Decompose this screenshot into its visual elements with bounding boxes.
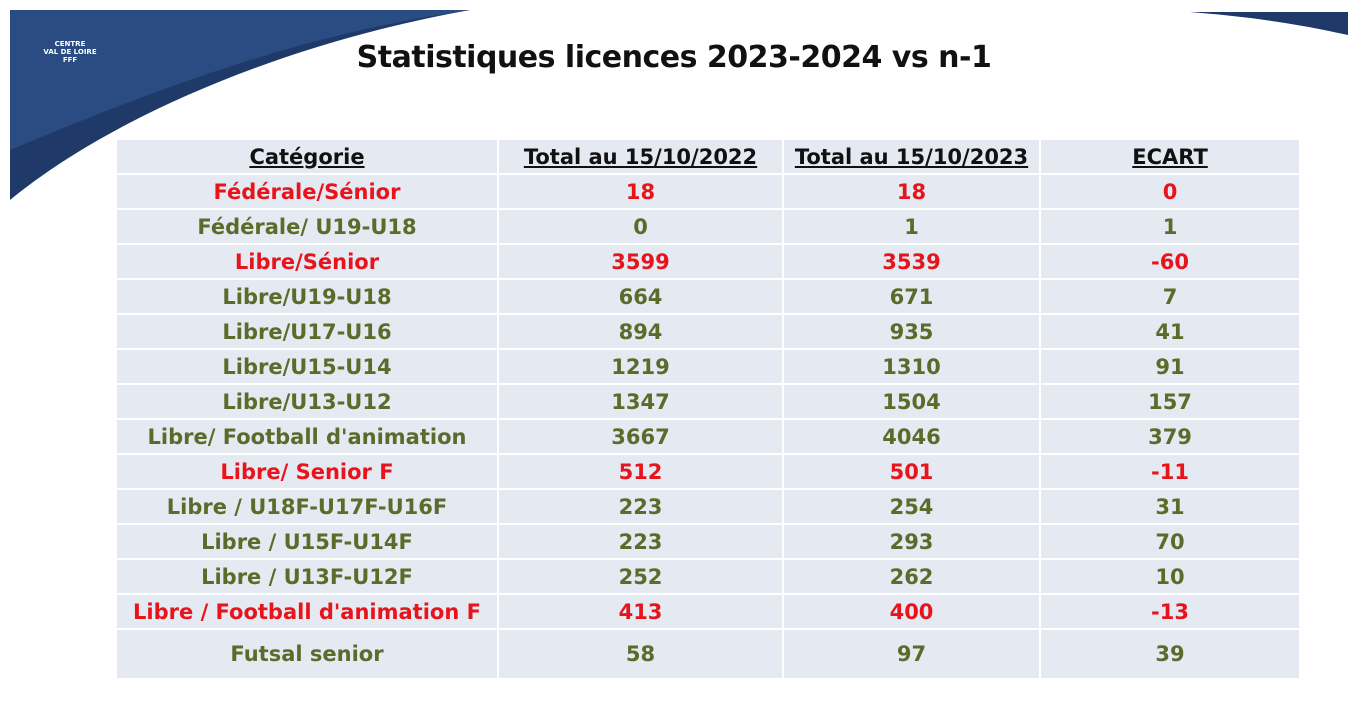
header-cell: Catégorie bbox=[117, 140, 497, 173]
category-cell: Libre/U19-U18 bbox=[117, 280, 497, 313]
value-cell: -11 bbox=[1041, 455, 1299, 488]
category-cell: Libre / U18F-U17F-U16F bbox=[117, 490, 497, 523]
category-cell: Fédérale/Sénior bbox=[117, 175, 497, 208]
value-cell: 379 bbox=[1041, 420, 1299, 453]
category-cell: Libre / U13F-U12F bbox=[117, 560, 497, 593]
value-cell: -60 bbox=[1041, 245, 1299, 278]
table: Catégorie Total au 15/10/2022 Total au 15/… bbox=[117, 140, 1299, 678]
value-cell: 1219 bbox=[499, 350, 782, 383]
category-cell: Libre/ Football d'animation bbox=[117, 420, 497, 453]
value-cell: 31 bbox=[1041, 490, 1299, 523]
header-cell: Total au 15/10/2022 bbox=[499, 140, 782, 173]
corner-band bbox=[1190, 12, 1348, 35]
value-cell: 512 bbox=[499, 455, 782, 488]
value-cell: 671 bbox=[784, 280, 1039, 313]
category-cell: Libre/U15-U14 bbox=[117, 350, 497, 383]
value-cell: 1504 bbox=[784, 385, 1039, 418]
value-cell: 293 bbox=[784, 525, 1039, 558]
value-cell: 39 bbox=[1041, 630, 1299, 678]
value-cell: 157 bbox=[1041, 385, 1299, 418]
value-cell: 664 bbox=[499, 280, 782, 313]
value-cell: 4046 bbox=[784, 420, 1039, 453]
value-cell: 97 bbox=[784, 630, 1039, 678]
category-cell: Libre/Sénior bbox=[117, 245, 497, 278]
value-cell: 894 bbox=[499, 315, 782, 348]
category-cell: Futsal senior bbox=[117, 630, 497, 678]
value-cell: 252 bbox=[499, 560, 782, 593]
value-cell: 0 bbox=[499, 210, 782, 243]
value-cell: 7 bbox=[1041, 280, 1299, 313]
value-cell: 0 bbox=[1041, 175, 1299, 208]
value-cell: 1347 bbox=[499, 385, 782, 418]
value-cell: 262 bbox=[784, 560, 1039, 593]
value-cell: 1 bbox=[784, 210, 1039, 243]
value-cell: -13 bbox=[1041, 595, 1299, 628]
header-cell: ECART bbox=[1041, 140, 1299, 173]
value-cell: 58 bbox=[499, 630, 782, 678]
header-cell: Total au 15/10/2023 bbox=[784, 140, 1039, 173]
category-cell: Libre/ Senior F bbox=[117, 455, 497, 488]
logo-text: FFF bbox=[62, 56, 78, 64]
value-cell: 400 bbox=[784, 595, 1039, 628]
value-cell: 3599 bbox=[499, 245, 782, 278]
value-cell: 1310 bbox=[784, 350, 1039, 383]
value-cell: 935 bbox=[784, 315, 1039, 348]
logo-text: VAL DE LOIRE bbox=[43, 48, 97, 56]
value-cell: 254 bbox=[784, 490, 1039, 523]
category-cell: Libre/U13-U12 bbox=[117, 385, 497, 418]
category-cell: Libre / Football d'animation F bbox=[117, 595, 497, 628]
category-cell: Libre/U17-U16 bbox=[117, 315, 497, 348]
value-cell: 1 bbox=[1041, 210, 1299, 243]
category-cell: Libre / U15F-U14F bbox=[117, 525, 497, 558]
value-cell: 223 bbox=[499, 525, 782, 558]
value-cell: 18 bbox=[784, 175, 1039, 208]
logo: CENTRE VAL DE LOIRE FFF bbox=[22, 12, 118, 76]
swoosh-light bbox=[10, 10, 470, 150]
value-cell: 91 bbox=[1041, 350, 1299, 383]
category-cell: Fédérale/ U19-U18 bbox=[117, 210, 497, 243]
value-cell: 3667 bbox=[499, 420, 782, 453]
value-cell: 18 bbox=[499, 175, 782, 208]
logo-text: CENTRE bbox=[54, 40, 86, 48]
value-cell: 70 bbox=[1041, 525, 1299, 558]
value-cell: 3539 bbox=[784, 245, 1039, 278]
title: Statistiques licences 2023-2024 vs n-1 bbox=[356, 40, 992, 75]
value-cell: 501 bbox=[784, 455, 1039, 488]
value-cell: 223 bbox=[499, 490, 782, 523]
value-cell: 10 bbox=[1041, 560, 1299, 593]
value-cell: 413 bbox=[499, 595, 782, 628]
value-cell: 41 bbox=[1041, 315, 1299, 348]
